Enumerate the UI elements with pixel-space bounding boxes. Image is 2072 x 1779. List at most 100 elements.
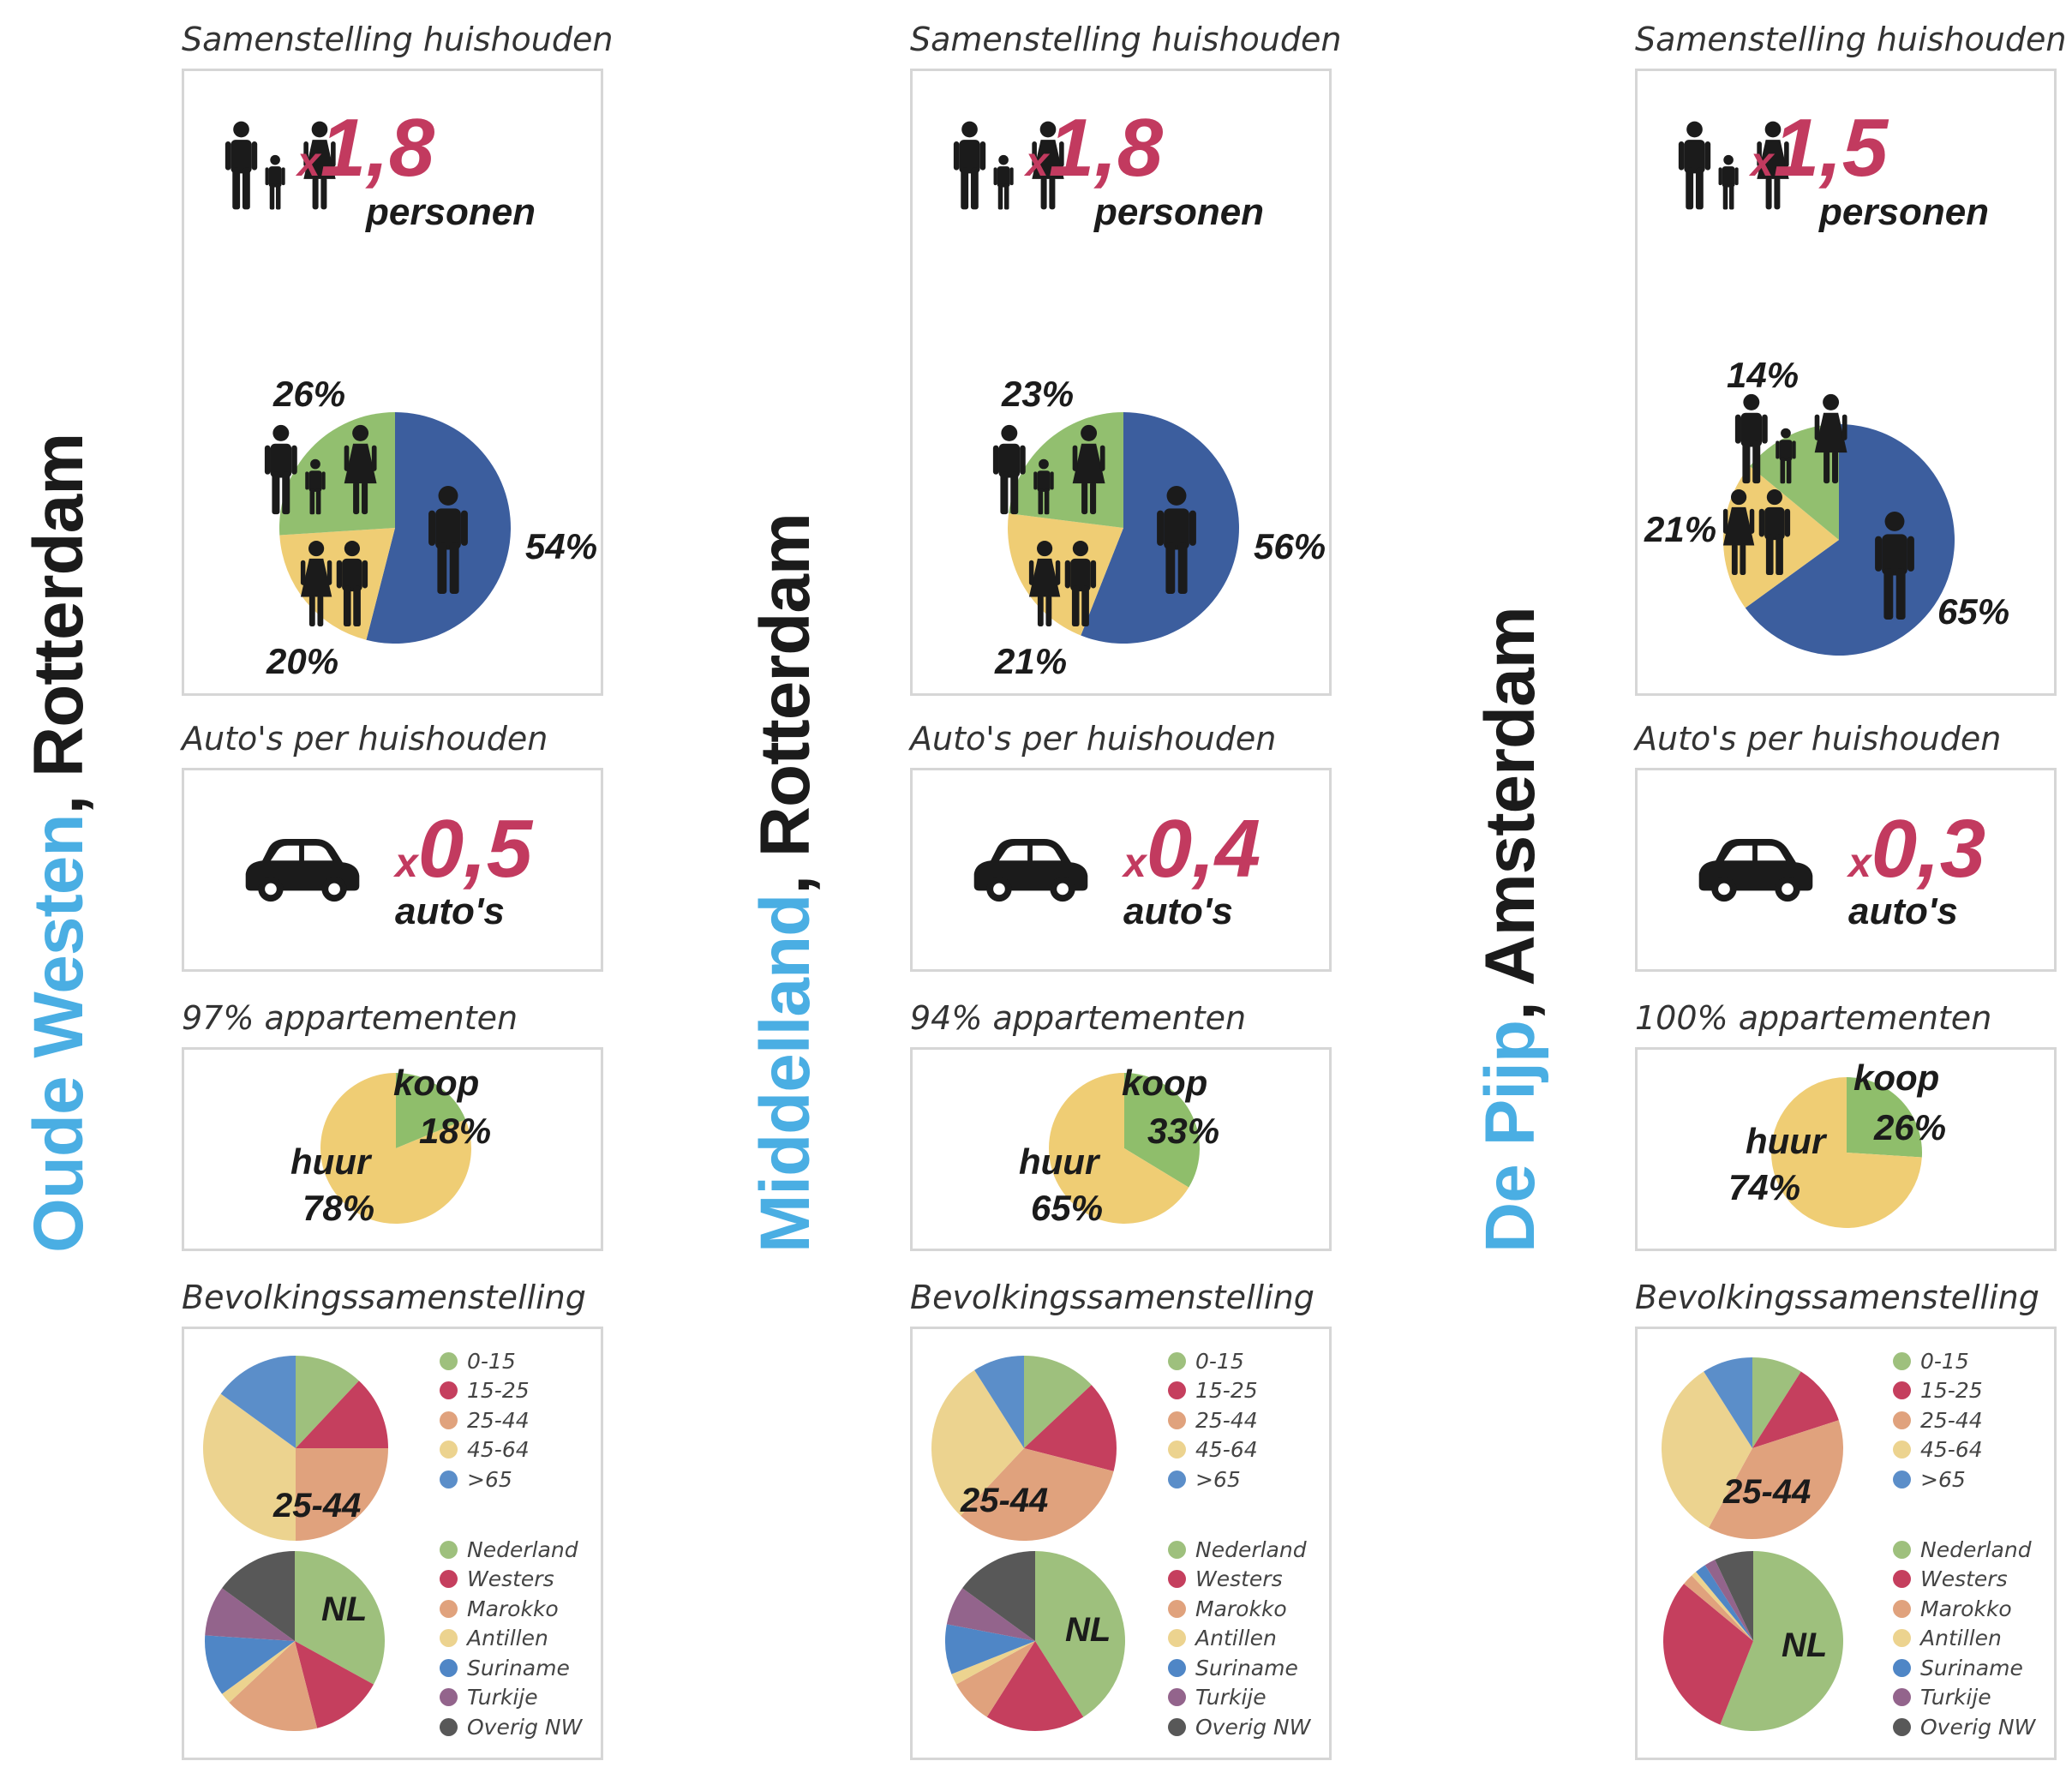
city-name: Rotterdam	[746, 513, 824, 858]
household-pie-label-couple: 21%	[1644, 509, 1717, 549]
housing-value-koop: 33%	[1147, 1111, 1220, 1151]
household-size: x1,8	[1026, 102, 1164, 194]
pie-slice-marokko	[955, 1641, 1035, 1717]
legend-item: Turkije	[1893, 1683, 2035, 1713]
cars-box: x0,3 auto's	[1635, 768, 2057, 972]
housing-pie	[320, 1073, 471, 1224]
housing-value-koop: 18%	[419, 1111, 492, 1151]
car-icon	[973, 838, 1088, 902]
origin-pie	[205, 1551, 385, 1731]
legend-item: >65	[1168, 1465, 1258, 1494]
legend-item: Overig NW	[440, 1712, 582, 1742]
legend-label: Turkije	[467, 1685, 538, 1710]
age-pie	[203, 1356, 388, 1541]
legend-label: 25-44	[467, 1407, 530, 1433]
pie-slice-antillen	[1692, 1572, 1753, 1641]
legend-label: 25-44	[1195, 1407, 1258, 1433]
car-icon	[245, 838, 360, 902]
legend-label: Antillen	[1195, 1626, 1277, 1651]
pie-slice-suriname	[945, 1624, 1035, 1674]
housing-value-huur: 65%	[1031, 1188, 1104, 1228]
legend-swatch	[440, 1599, 458, 1618]
age-legend: 0-15 15-25 25-44 45-64 >65	[1168, 1346, 1258, 1494]
pie-slice-overig-nw	[1715, 1551, 1753, 1641]
legend-swatch	[440, 1351, 458, 1370]
housing-value-koop: 26%	[1874, 1107, 1947, 1147]
legend-item: 45-64	[1893, 1435, 1983, 1465]
population-section-title: Bevolkingssamenstelling	[910, 1279, 1314, 1316]
legend-label: 15-25	[1920, 1378, 1983, 1404]
housing-box: koop 26% huur 74%	[1635, 1047, 2057, 1251]
age-pie-center-label: 25-44	[1723, 1473, 1812, 1511]
legend-label: Nederland	[1920, 1536, 2032, 1562]
household-pie-label-single: 56%	[1254, 526, 1326, 566]
legend-item: Suriname	[1893, 1653, 2035, 1683]
age-pie-slices	[1662, 1357, 1843, 1539]
legend-item: Antillen	[1168, 1624, 1310, 1654]
housing-pie	[1771, 1077, 1922, 1228]
legend-label: Suriname	[1920, 1655, 2023, 1680]
age-pie	[931, 1356, 1117, 1541]
legend-item: Turkije	[440, 1683, 582, 1713]
household-section-title: Samenstelling huishouden	[910, 21, 1342, 58]
pie-slice-huur	[1771, 1077, 1922, 1228]
household-pie-label-couple: 20%	[266, 641, 339, 681]
pie-slice-15-25	[296, 1381, 388, 1448]
cars-unit: auto's	[1848, 890, 1958, 932]
pie-slice-25-44	[1708, 1420, 1843, 1539]
legend-swatch	[440, 1688, 458, 1707]
pie-slice-gt65	[974, 1356, 1024, 1448]
pie-slice-westers	[986, 1641, 1084, 1731]
origin-pie	[1663, 1551, 1843, 1731]
housing-label-koop: koop	[393, 1063, 480, 1103]
legend-swatch	[1168, 1629, 1186, 1648]
pie-slice-gt65	[1704, 1357, 1752, 1448]
age-pie-center-label: 25-44	[273, 1487, 362, 1524]
pie-slice-turkije	[1704, 1559, 1753, 1641]
legend-item: 25-44	[1893, 1405, 1983, 1435]
cars-per-household: x0,3	[1848, 803, 1986, 895]
housing-pie	[1049, 1073, 1200, 1224]
origin-pie-center-label: NL	[1782, 1626, 1828, 1664]
cars-unit: auto's	[1123, 890, 1233, 932]
origin-pie-slices	[205, 1551, 385, 1731]
household-section-title: Samenstelling huishouden	[182, 21, 614, 58]
person-icon	[428, 486, 468, 594]
pie-slice-0-15	[1752, 1357, 1801, 1448]
family-icon	[991, 422, 1113, 517]
household-size: x1,8	[297, 102, 435, 194]
district-name: Oude Westen	[20, 814, 98, 1253]
origin-pie	[945, 1551, 1125, 1731]
legend-swatch	[1168, 1381, 1186, 1400]
legend-item: 0-15	[1893, 1346, 1983, 1376]
legend-label: Overig NW	[1195, 1714, 1311, 1740]
legend-swatch	[1168, 1599, 1186, 1618]
pie-slice-15-25	[1024, 1385, 1117, 1471]
city-name: Amsterdam	[1471, 607, 1549, 986]
legend-item: Westers	[1168, 1565, 1310, 1595]
legend-item: >65	[1893, 1465, 1983, 1494]
legend-swatch	[440, 1629, 458, 1648]
legend-swatch	[440, 1658, 458, 1677]
household-pie-label-family: 14%	[1727, 355, 1800, 395]
housing-pie-slices	[320, 1073, 471, 1224]
legend-label: Suriname	[1195, 1655, 1298, 1680]
legend-item: 0-15	[440, 1346, 530, 1376]
title-separator: ,	[1471, 985, 1549, 1021]
household-pie-label-family: 23%	[1002, 374, 1075, 414]
legend-label: Nederland	[1195, 1536, 1307, 1562]
legend-label: 0-15	[1920, 1348, 1969, 1374]
household-box: x1,8 personen 26% 54% 20%	[182, 69, 603, 696]
pie-slice-15-25	[1752, 1371, 1839, 1448]
couple-icon	[299, 541, 369, 626]
district-title: Oude Westen, Rotterdam	[20, 434, 98, 1253]
pie-slice-0-15	[296, 1356, 359, 1448]
pie-slice-0-15	[1024, 1356, 1092, 1448]
legend-label: 45-64	[467, 1437, 530, 1463]
legend-swatch	[440, 1441, 458, 1459]
housing-box: koop 18% huur 78%	[182, 1047, 603, 1251]
housing-value-huur: 78%	[302, 1188, 375, 1228]
legend-item: 0-15	[1168, 1346, 1258, 1376]
housing-box: koop 33% huur 65%	[910, 1047, 1332, 1251]
